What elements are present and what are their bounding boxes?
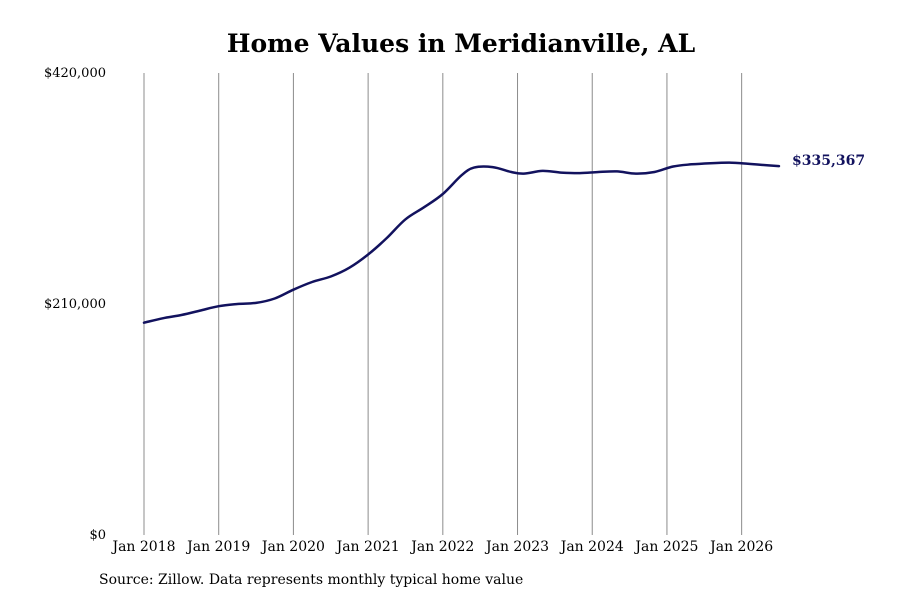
x-tick-label: Jan 2023: [484, 539, 549, 555]
x-tick-label: Jan 2020: [260, 539, 325, 555]
x-tick-label: Jan 2025: [633, 539, 698, 555]
x-tick-label: Jan 2022: [409, 539, 474, 555]
y-axis-tick-labels: $0 $210,000 $420,000: [44, 66, 106, 543]
x-tick-label: Jan 2021: [335, 539, 400, 555]
x-tick-label: Jan 2018: [110, 539, 175, 555]
x-tick-label: Jan 2024: [559, 539, 624, 555]
y-tick-label: $210,000: [44, 297, 106, 312]
x-axis-tick-labels: Jan 2018 Jan 2019 Jan 2020 Jan 2021 Jan 2022…: [110, 539, 773, 555]
chart-title: Home Values in Meridianville, AL: [227, 29, 696, 58]
vertical-gridlines: [143, 73, 743, 535]
home-value-line: [142, 161, 781, 324]
x-tick-label: Jan 2019: [185, 539, 250, 555]
x-tick-label: Jan 2026: [708, 539, 773, 555]
source-note: Source: Zillow. Data represents monthly …: [99, 572, 524, 588]
y-tick-label: $420,000: [44, 66, 106, 81]
y-tick-label: $0: [89, 528, 106, 543]
latest-value-label: $335,367: [792, 153, 865, 169]
